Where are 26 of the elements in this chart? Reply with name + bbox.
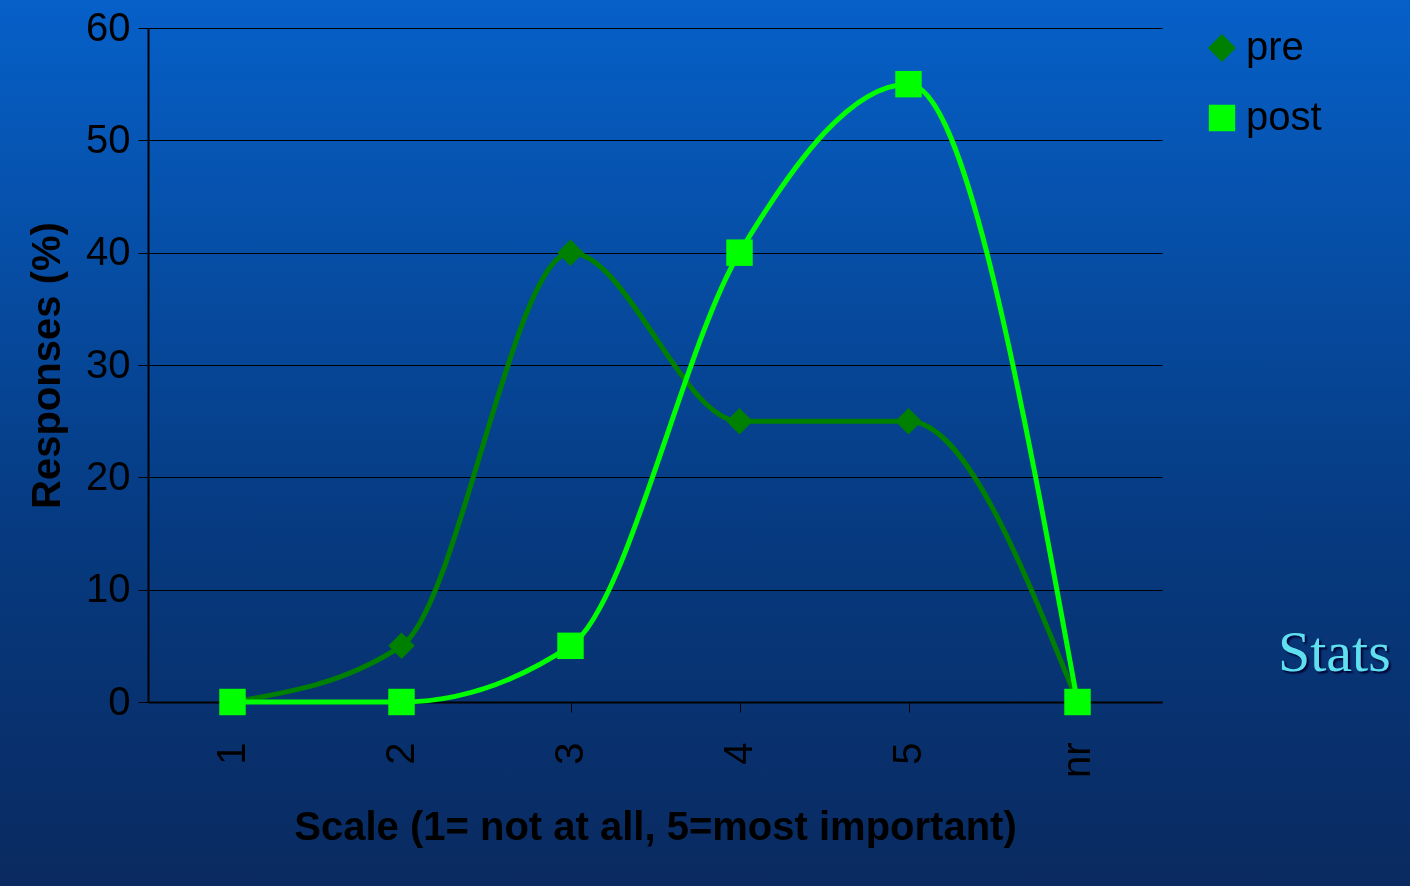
point — [388, 632, 415, 660]
point — [726, 239, 753, 266]
legend-label: pre — [1246, 24, 1304, 68]
x-tick-label: 5 — [885, 742, 929, 765]
x-tick-label: 1 — [209, 742, 253, 765]
y-tick-label: 40 — [86, 229, 131, 274]
y-tick-label: 50 — [86, 116, 131, 161]
point — [895, 70, 922, 98]
y-tick-label: 0 — [108, 678, 131, 723]
x-tick-label: 2 — [378, 742, 422, 765]
point — [557, 632, 584, 660]
x-tick-label: nr — [1054, 742, 1098, 779]
x-tick-label: 4 — [716, 742, 760, 765]
y-axis-title: Responses (%) — [24, 222, 69, 509]
y-tick-label: 30 — [86, 341, 131, 386]
legend-label: post — [1246, 94, 1322, 138]
x-tick-label: 3 — [547, 742, 591, 765]
x-axis-title: Scale (1= not at all, 5=most important) — [294, 804, 1017, 849]
y-tick-label: 60 — [86, 4, 131, 49]
text: Stats — [1278, 618, 1391, 685]
point — [895, 407, 922, 435]
y-tick-label: 10 — [86, 566, 131, 611]
y-tick-label: 20 — [86, 453, 131, 498]
point — [726, 407, 753, 435]
point — [388, 688, 415, 716]
point — [557, 239, 584, 266]
